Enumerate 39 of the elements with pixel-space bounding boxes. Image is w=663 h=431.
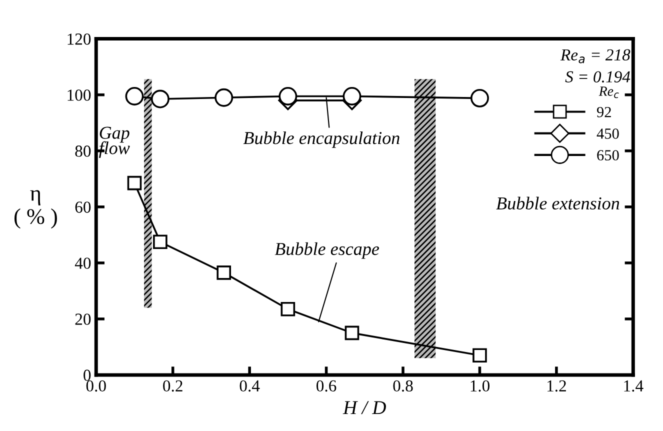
y-axis-title: η ( % )	[14, 190, 57, 229]
legend-label: 650	[597, 150, 619, 160]
point	[344, 326, 360, 340]
legend-title: Re$_{c}$	[598, 86, 619, 98]
y-tick-label: 60	[75, 202, 91, 213]
point	[150, 90, 170, 108]
x-tick-label: 1.2	[547, 380, 566, 392]
annotation: S = 0.194	[565, 71, 630, 83]
point	[127, 176, 142, 190]
point	[278, 86, 298, 106]
annotation: Gap flow	[99, 126, 130, 158]
annotation: Bubble escape	[274, 242, 380, 259]
legend-label: 92	[596, 106, 611, 118]
point	[216, 266, 232, 280]
point	[470, 88, 489, 108]
point	[214, 88, 234, 107]
y-tick-label: 0	[84, 370, 91, 381]
y-tick-label: 100	[68, 90, 91, 101]
legend-label: 450	[596, 128, 619, 139]
y-tick-label: 20	[75, 314, 91, 325]
x-tick-label: 1.4	[624, 380, 644, 392]
x-tick-label: 0.0	[86, 380, 106, 392]
y-tick-label: 120	[68, 33, 91, 45]
point	[342, 86, 362, 106]
point	[280, 302, 296, 316]
x-axis-title: H / D	[342, 401, 386, 414]
point	[125, 86, 144, 106]
point	[153, 234, 168, 250]
y-tick-label: 80	[75, 146, 91, 157]
x-tick-label: 1.0	[470, 380, 490, 392]
y-tick-label: 40	[74, 258, 91, 269]
annotation: Re$_{a}$ = 218	[560, 49, 630, 64]
annotation: Bubble encapsulation	[243, 131, 400, 148]
x-tick-label: 0.2	[163, 380, 182, 392]
point	[472, 348, 487, 363]
x-tick-label: 0.6	[316, 380, 336, 392]
x-tick-label: 0.8	[393, 380, 413, 392]
x-tick-label: 0.4	[240, 380, 260, 392]
annotation: Bubble extension	[496, 196, 620, 210]
